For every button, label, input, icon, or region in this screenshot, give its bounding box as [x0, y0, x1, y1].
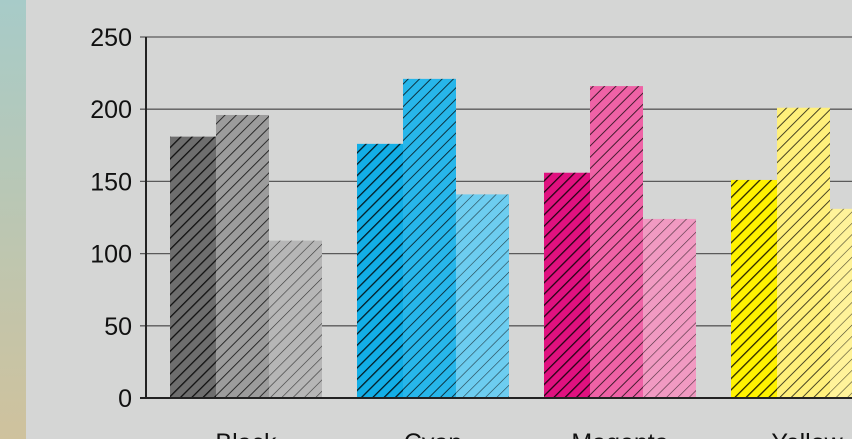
side-stripe	[0, 0, 26, 439]
bar-group-yellow	[731, 107, 852, 399]
y-tick-label-100: 100	[90, 241, 132, 269]
y-tick-label-50: 50	[104, 313, 132, 341]
bar-hatch-black-2	[216, 114, 269, 398]
bar-group-cyan	[357, 78, 509, 398]
axes	[140, 37, 852, 399]
bar-hatch-cyan-2	[403, 78, 456, 398]
category-label-yellow: Yellow	[771, 429, 843, 439]
bar-group-magenta	[544, 86, 696, 398]
bar-hatch-magenta-3	[643, 218, 696, 398]
category-labels: Black Cyan Magenta Yellow	[215, 429, 843, 439]
bar-hatch-yellow-3	[830, 208, 852, 398]
bar-hatch-black-1	[170, 136, 216, 399]
bar-hatch-yellow-1	[731, 179, 777, 398]
y-tick-label-0: 0	[118, 385, 132, 413]
bar-hatch-magenta-1	[544, 172, 590, 398]
bar-hatch-magenta-2	[590, 86, 643, 398]
bar-group-black	[170, 114, 322, 399]
bar-hatch-cyan-1	[357, 143, 403, 398]
category-label-black: Black	[215, 429, 277, 439]
y-tick-label-150: 150	[90, 168, 132, 196]
bar-hatch-cyan-3	[456, 194, 509, 398]
bar-hatch-yellow-2	[777, 107, 830, 399]
category-label-magenta: Magenta	[571, 429, 668, 439]
category-label-cyan: Cyan	[404, 429, 462, 439]
bars	[170, 78, 852, 399]
y-tick-labels: 0 50 100 150 200 250	[90, 24, 132, 413]
bar-hatch-black-3	[269, 240, 322, 398]
y-tick-label-250: 250	[90, 24, 132, 52]
y-tick-label-200: 200	[90, 96, 132, 124]
